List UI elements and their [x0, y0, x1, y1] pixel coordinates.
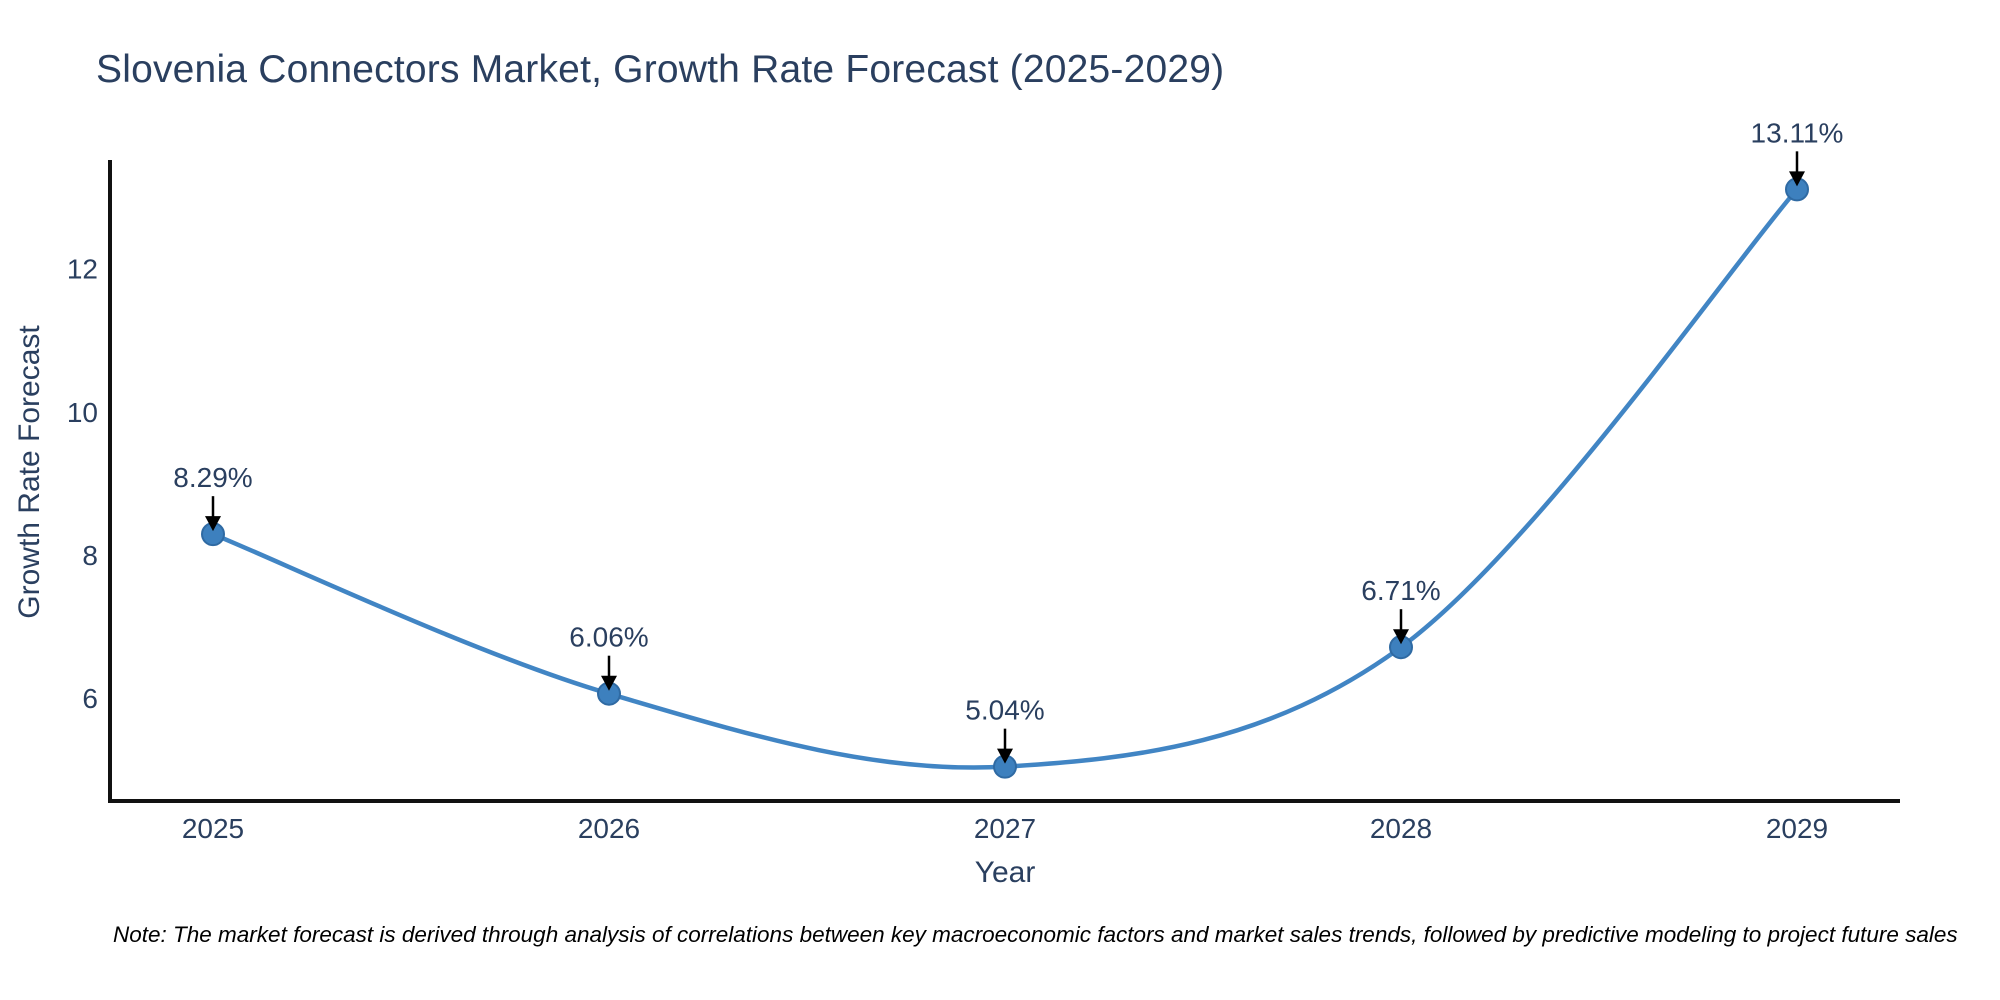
annotation-arrow-head — [1393, 629, 1409, 645]
y-tick-label: 6 — [82, 683, 98, 714]
x-tick-label: 2028 — [1370, 813, 1432, 844]
annotation-arrow-head — [1789, 171, 1805, 187]
point-label: 6.06% — [569, 622, 648, 653]
x-tick-label: 2025 — [182, 813, 244, 844]
axis-lines — [108, 160, 1900, 803]
point-label: 5.04% — [965, 695, 1044, 726]
point-label: 13.11% — [1751, 117, 1844, 148]
y-tick-label: 10 — [67, 397, 98, 428]
point-label: 6.71% — [1361, 575, 1440, 606]
forecast-line — [210, 187, 1800, 770]
point-label: 8.29% — [173, 462, 252, 493]
chart-title: Slovenia Connectors Market, Growth Rate … — [96, 48, 1225, 91]
y-tick-label: 12 — [67, 254, 98, 285]
x-axis-title: Year — [974, 856, 1036, 889]
x-tick-label: 2027 — [974, 813, 1036, 844]
y-tick-label: 8 — [82, 540, 98, 571]
annotation-arrow-head — [601, 675, 617, 691]
x-tick-label: 2029 — [1766, 813, 1828, 844]
annotation-arrow-head — [997, 748, 1013, 764]
footnote: Note: The market forecast is derived thr… — [113, 922, 1958, 947]
annotation-arrow-head — [205, 516, 221, 532]
x-tick-label: 2026 — [578, 813, 640, 844]
